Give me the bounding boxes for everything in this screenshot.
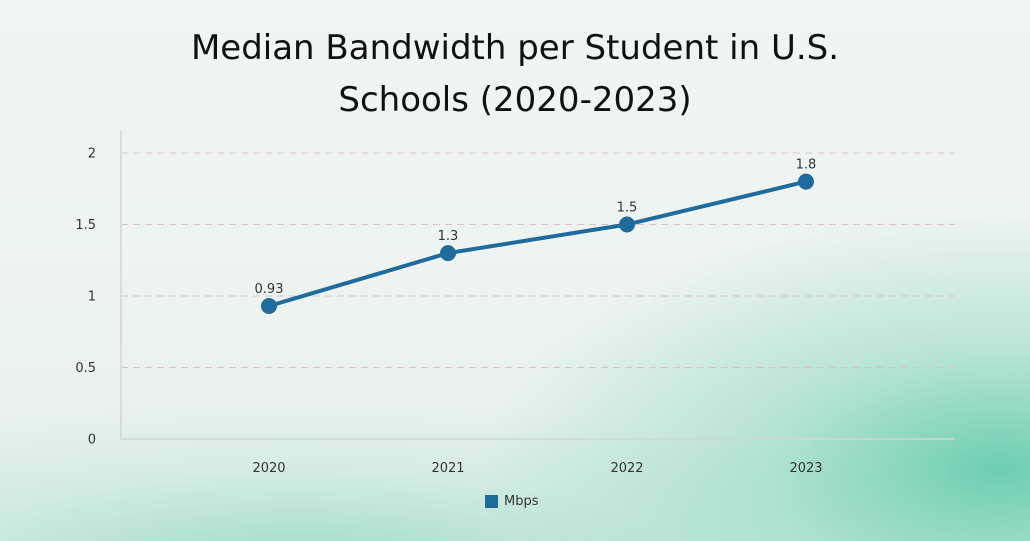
legend-swatch	[485, 495, 498, 508]
chart-title: Median Bandwidth per Student in U.S. Sch…	[190, 28, 840, 120]
legend-label: Mbps	[504, 494, 539, 509]
y-tick-label: 1	[88, 290, 96, 305]
y-tick-label: 0	[88, 433, 96, 448]
data-point	[440, 245, 456, 262]
y-tick-label: 2	[88, 147, 96, 162]
legend[interactable]: Mbps	[485, 494, 539, 509]
data-point	[619, 216, 635, 233]
data-label: 1.3	[438, 229, 459, 244]
data-label: 0.93	[255, 282, 284, 297]
data-label: 1.5	[617, 201, 638, 216]
data-point	[798, 173, 814, 190]
y-tick-label: 1.5	[75, 218, 96, 233]
x-tick-label: 2023	[789, 461, 822, 476]
series-line	[267, 179, 808, 309]
data-point	[261, 298, 277, 315]
y-tick-label: 0.5	[75, 361, 96, 376]
x-tick-label: 2022	[610, 461, 643, 476]
x-tick-label: 2021	[431, 461, 464, 476]
data-label: 1.8	[796, 158, 817, 173]
x-tick-label: 2020	[252, 461, 285, 476]
